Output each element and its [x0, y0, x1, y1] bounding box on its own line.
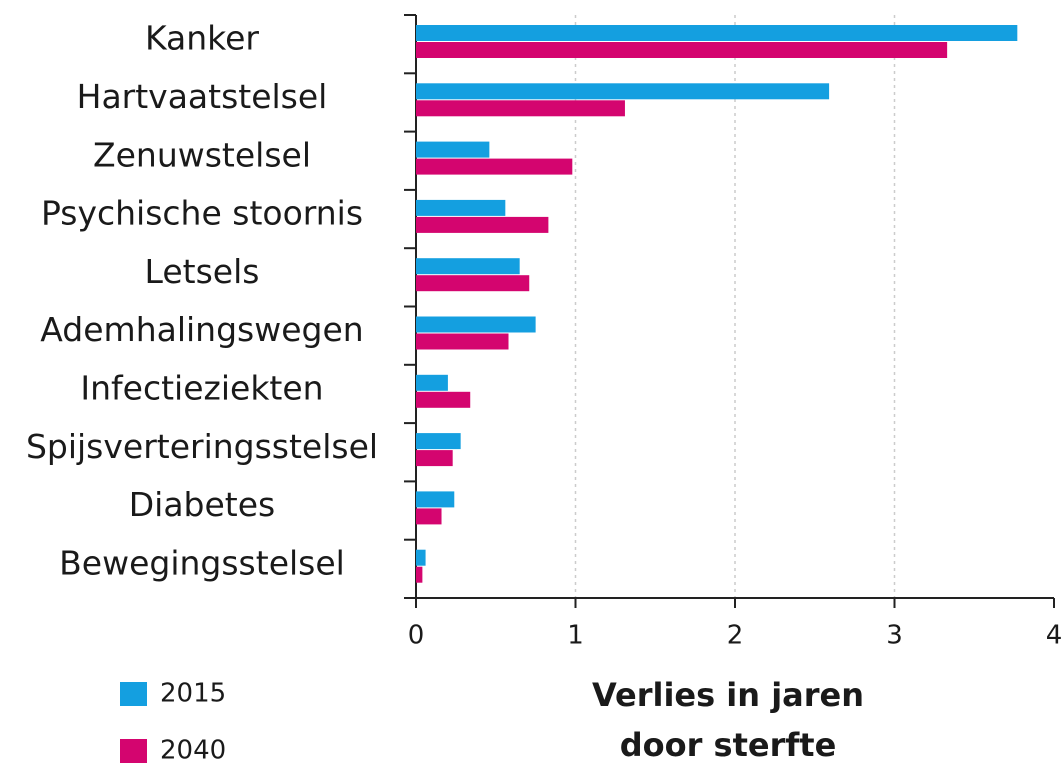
- category-label: Letsels: [145, 252, 260, 291]
- bar: [416, 374, 448, 391]
- bar: [416, 491, 455, 508]
- bar: [416, 141, 490, 158]
- legend-label: 2015: [160, 679, 226, 709]
- category-label: Psychische stoornis: [41, 194, 363, 233]
- x-tick-label: 2: [727, 621, 744, 651]
- bar: [416, 275, 530, 292]
- bar: [416, 450, 453, 467]
- bar: [416, 199, 506, 216]
- x-tick-label: 4: [1046, 621, 1063, 651]
- x-axis-title: Verlies in jaren: [592, 676, 864, 714]
- bar: [416, 100, 625, 117]
- legend-swatch: [120, 739, 147, 763]
- x-tick-label: 3: [886, 621, 903, 651]
- bar: [416, 158, 573, 175]
- bar: [416, 42, 948, 58]
- bar: [416, 433, 461, 450]
- category-label: Hartvaatstelsel: [77, 77, 328, 116]
- bar: [416, 508, 442, 525]
- bar: [416, 316, 536, 333]
- bar: [416, 566, 423, 583]
- legend-swatch: [120, 682, 147, 706]
- legend-label: 2040: [160, 736, 226, 765]
- bar: [416, 216, 549, 233]
- bar: [416, 333, 509, 350]
- x-tick-label: 1: [567, 621, 584, 651]
- category-label: Ademhalingswegen: [40, 310, 363, 349]
- x-axis-title: door sterfte: [620, 726, 837, 764]
- bar: [416, 258, 520, 275]
- bar: [416, 25, 1018, 41]
- category-label: Infectieziekten: [80, 368, 323, 407]
- bar: [416, 391, 471, 408]
- category-label: Bewegingsstelsel: [59, 543, 345, 582]
- category-label: Kanker: [145, 19, 259, 58]
- bar: [416, 549, 426, 566]
- category-label: Diabetes: [129, 485, 276, 524]
- category-label: Spijsverteringsstelsel: [26, 427, 378, 466]
- x-tick-label: 0: [408, 621, 425, 651]
- bar: [416, 83, 830, 100]
- category-label: Zenuwstelsel: [93, 135, 311, 174]
